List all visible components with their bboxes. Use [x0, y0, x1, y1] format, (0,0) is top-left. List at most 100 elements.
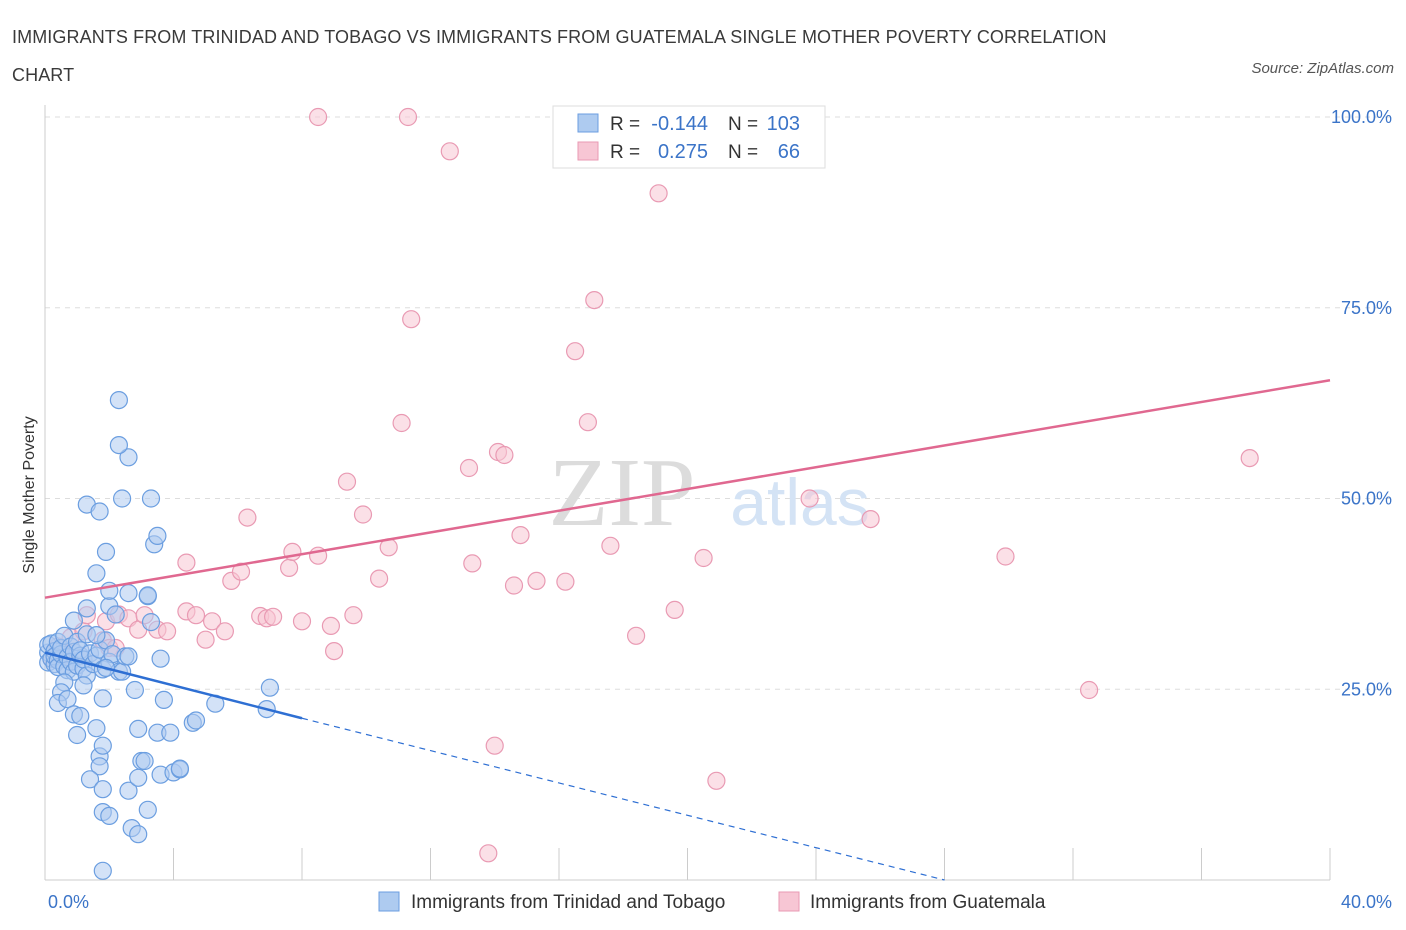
trinidad-point-82	[64, 611, 84, 630]
guatemala-point-35	[344, 606, 363, 625]
legend-label-guatemala: Immigrants from Guatemala	[810, 892, 1046, 913]
guatemala-point-42	[459, 458, 479, 478]
guatemala-point-64	[1079, 680, 1099, 700]
guatemala-point-58	[665, 600, 684, 620]
guatemala-point-32	[321, 616, 340, 636]
guatemala-point-43	[463, 554, 482, 573]
stats-n-value-pink: 66	[778, 141, 800, 163]
guatemala-point-16	[177, 553, 196, 572]
guatemala-point-49	[511, 525, 530, 545]
guatemala-point-34	[337, 472, 357, 491]
y-axis-tick-labels: 25.0% 50.0% 75.0% 100.0%	[1331, 107, 1392, 699]
trinidad-point-45	[67, 725, 87, 745]
stats-r-label-blue: R =	[610, 114, 640, 135]
legend-swatch-trinidad	[378, 891, 400, 912]
guatemala-point-59	[694, 548, 713, 568]
trinidad-point-50	[93, 736, 112, 755]
series-legend: Immigrants from Trinidad and Tobago Immi…	[378, 891, 1046, 913]
trinidad-point-61	[129, 768, 148, 787]
guatemala-point-52	[565, 342, 585, 361]
stats-r-label-pink: R =	[610, 142, 640, 163]
trinidad-point-100	[109, 436, 129, 455]
guatemala-point-23	[231, 562, 251, 581]
trinidad-point-80	[119, 647, 138, 666]
guatemala-point-27	[264, 607, 283, 626]
guatemala-point-24	[238, 508, 257, 527]
trinidad-point-101	[109, 391, 129, 410]
trinidad-point-43	[58, 690, 77, 709]
guatemala-point-30	[292, 612, 312, 631]
trinidad-point-52	[80, 770, 100, 789]
guatemala-point-44	[479, 844, 498, 863]
trend-line-trinidad-extension	[301, 717, 945, 881]
guatemala-point-47	[485, 736, 504, 755]
guatemala-point-21	[215, 622, 234, 641]
guatemala-point-20	[203, 612, 222, 631]
trinidad-point-64	[129, 719, 148, 739]
chart-title: IMMIGRANTS FROM TRINIDAD AND TOBAGO VS I…	[12, 27, 1107, 85]
trend-line-trinidad	[44, 651, 303, 720]
stats-swatch-blue	[577, 113, 599, 133]
trinidad-point-84	[87, 625, 106, 645]
trinidad-point-78	[260, 678, 279, 697]
trinidad-point-94	[148, 526, 167, 546]
guatemala-point-40	[402, 310, 421, 329]
guatemala-point-46	[495, 445, 514, 465]
trinidad-point-83	[77, 599, 96, 618]
trinidad-point-98	[90, 502, 109, 521]
trinidad-point-59	[138, 800, 157, 819]
trinidad-point-90	[141, 612, 161, 632]
trend-line-guatemala	[44, 379, 1331, 599]
x-tick-label-max: 40.0%	[1341, 892, 1392, 912]
guatemala-point-36	[353, 505, 373, 524]
guatemala-point-53	[578, 413, 598, 432]
trinidad-point-58	[129, 825, 148, 844]
series-trinidad-points	[39, 391, 279, 880]
trinidad-point-91	[87, 564, 106, 583]
legend-label-trinidad: Immigrants from Trinidad and Tobago	[411, 892, 725, 913]
stats-n-value-blue: 103	[767, 113, 800, 135]
guatemala-point-15	[158, 622, 177, 641]
watermark-atlas: atlas	[730, 465, 869, 539]
stats-r-value-blue: -0.144	[651, 113, 708, 135]
trinidad-point-48	[87, 719, 106, 738]
guatemala-point-51	[556, 572, 575, 591]
y-tick-label-50: 50.0%	[1341, 489, 1392, 509]
guatemala-point-33	[325, 641, 344, 661]
trinidad-point-96	[112, 489, 132, 508]
guatemala-point-28	[280, 558, 299, 578]
guatemala-point-41	[440, 142, 459, 161]
guatemala-point-62	[861, 509, 880, 529]
trinidad-point-92	[96, 542, 116, 562]
trinidad-point-95	[141, 489, 161, 508]
guatemala-point-61	[800, 489, 819, 508]
guatemala-point-66	[309, 107, 328, 127]
stats-legend: R = -0.144 N = 103 R = 0.275 N = 66	[552, 105, 826, 169]
y-tick-label-100: 100.0%	[1331, 107, 1392, 127]
y-tick-label-25: 25.0%	[1341, 679, 1392, 699]
stats-n-label-blue: N =	[728, 114, 758, 135]
trend-lines	[44, 379, 1331, 881]
y-axis-label: Single Mother Poverty	[21, 416, 38, 573]
trinidad-point-102	[138, 586, 157, 605]
guatemala-point-48	[504, 576, 524, 595]
trinidad-point-79	[151, 649, 170, 668]
x-axis-ticks	[44, 848, 1331, 880]
trinidad-point-53	[93, 780, 112, 799]
trinidad-point-88	[119, 583, 138, 603]
trinidad-point-55	[100, 806, 119, 826]
source-label: Source: ZipAtlas.com	[1251, 60, 1394, 77]
guatemala-point-56	[626, 626, 646, 645]
guatemala-point-60	[707, 771, 726, 790]
trinidad-point-47	[74, 676, 93, 695]
stats-swatch-pink	[577, 141, 599, 161]
stats-r-value-pink: 0.275	[658, 141, 708, 163]
guatemala-point-67	[398, 107, 418, 127]
guatemala-point-57	[649, 184, 668, 203]
guatemala-point-54	[585, 291, 604, 310]
trinidad-point-71	[154, 690, 173, 710]
guatemala-point-55	[601, 536, 620, 555]
trinidad-point-73	[93, 689, 112, 708]
guatemala-point-37	[370, 569, 389, 588]
